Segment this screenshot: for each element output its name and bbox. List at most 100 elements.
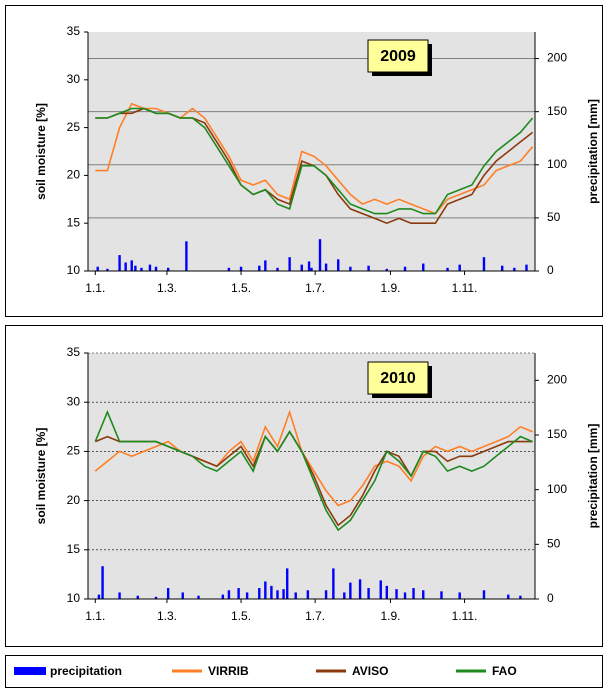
precipitation-bar [306,590,310,599]
precipitation-bar [294,592,297,599]
x-tick-label: 1.7. [305,609,325,623]
badge-label: 2010 [380,370,416,387]
x-tick-label: 1.9. [380,609,400,623]
precipitation-bar [264,260,267,271]
precipitation-bar [395,589,398,599]
legend-label: FAO [492,664,517,678]
precipitation-bar [154,266,158,271]
x-tick-label: 1.5. [231,281,251,295]
y2-tick-label: 50 [547,210,561,224]
precipitation-bar [166,588,170,599]
y-tick-label: 10 [67,263,81,277]
precipitation-bar [264,581,267,599]
precipitation-bar [482,590,486,599]
precipitation-bar [258,588,261,599]
legend-swatch [14,667,46,675]
precipitation-bar [307,261,311,271]
precipitation-bar [118,592,121,599]
legend-label: precipitation [50,664,122,678]
precipitation-bar [482,257,486,271]
y2-tick-label: 0 [547,263,554,277]
x-tick-label: 1.11. [452,609,478,623]
y2-tick-label: 50 [547,537,561,551]
y2-tick-label: 0 [547,591,554,605]
y2-tick-label: 100 [547,157,567,171]
precipitation-bar [148,264,152,271]
precipitation-bar [337,259,340,271]
x-tick-label: 1.9. [380,281,400,295]
precipitation-bar [237,588,240,599]
precipitation-bar [286,568,289,599]
y-tick-label: 35 [67,345,81,359]
y2-axis-title: precipitation [mm] [586,99,600,204]
precipitation-bar [154,596,158,599]
plot-area [88,32,535,271]
series-line [94,409,533,507]
precipitation-bar [332,568,335,599]
precipitation-bar [379,580,382,599]
y2-tick-label: 200 [547,373,567,387]
precipitation-bar [422,590,425,599]
precipitation-bar [227,267,231,271]
legend-label: AVISO [352,664,388,678]
precipitation-bar [276,590,279,599]
precipitation-bar [446,267,449,271]
precipitation-bar [270,585,273,599]
precipitation-bar [106,268,109,271]
precipitation-bar [181,592,184,599]
y2-tick-label: 150 [547,427,567,441]
precipitation-bar [258,265,261,271]
y2-tick-label: 100 [547,482,567,496]
precipitation-bar [358,579,362,599]
precipitation-bar [239,266,243,271]
precipitation-bar [501,265,504,271]
precipitation-bar [525,264,528,271]
precipitation-bar [221,594,225,599]
y-tick-label: 10 [67,591,81,605]
precipitation-bar [385,585,389,599]
precipitation-bar [134,265,137,271]
precipitation-bar [166,267,170,271]
precipitation-bar [458,592,461,599]
x-tick-label: 1.7. [305,281,325,295]
precipitation-bar [130,260,133,271]
y-tick-label: 25 [67,120,81,134]
precipitation-bar [124,262,127,271]
precipitation-bar [136,595,140,599]
x-tick-label: 1.1. [85,281,105,295]
y-tick-label: 35 [67,24,81,38]
precipitation-bar [185,241,188,271]
y2-axis-title: precipitation [mm] [586,424,600,529]
y2-tick-label: 200 [547,51,567,65]
precipitation-bar [403,266,407,271]
x-tick-label: 1.5. [231,609,251,623]
y2-tick-label: 150 [547,104,567,118]
badge-label: 2009 [380,48,416,65]
precipitation-bar [507,594,510,599]
precipitation-bar [288,257,291,271]
precipitation-bar [343,592,346,599]
precipitation-bar [97,594,101,599]
series-line [95,107,534,215]
precipitation-bar [300,264,303,271]
precipitation-bar [324,590,328,599]
precipitation-bar [422,263,425,271]
precipitation-bar [227,590,231,599]
legend-frame [5,655,603,688]
precipitation-bar [513,267,516,271]
precipitation-bar [385,268,389,271]
precipitation-bar [197,595,200,599]
precipitation-bar [519,595,522,599]
series-line [94,409,533,532]
precipitation-bar [318,239,322,271]
precipitation-bar [458,264,461,271]
x-tick-label: 1.3. [157,609,177,623]
y-axis-title: soil moisture [%] [34,428,48,525]
x-tick-label: 1.1. [85,609,105,623]
precipitation-bar [367,265,370,271]
y-tick-label: 25 [67,444,81,458]
precipitation-bar [367,588,370,599]
precipitation-bar [96,266,99,271]
x-tick-label: 1.3. [157,281,177,295]
